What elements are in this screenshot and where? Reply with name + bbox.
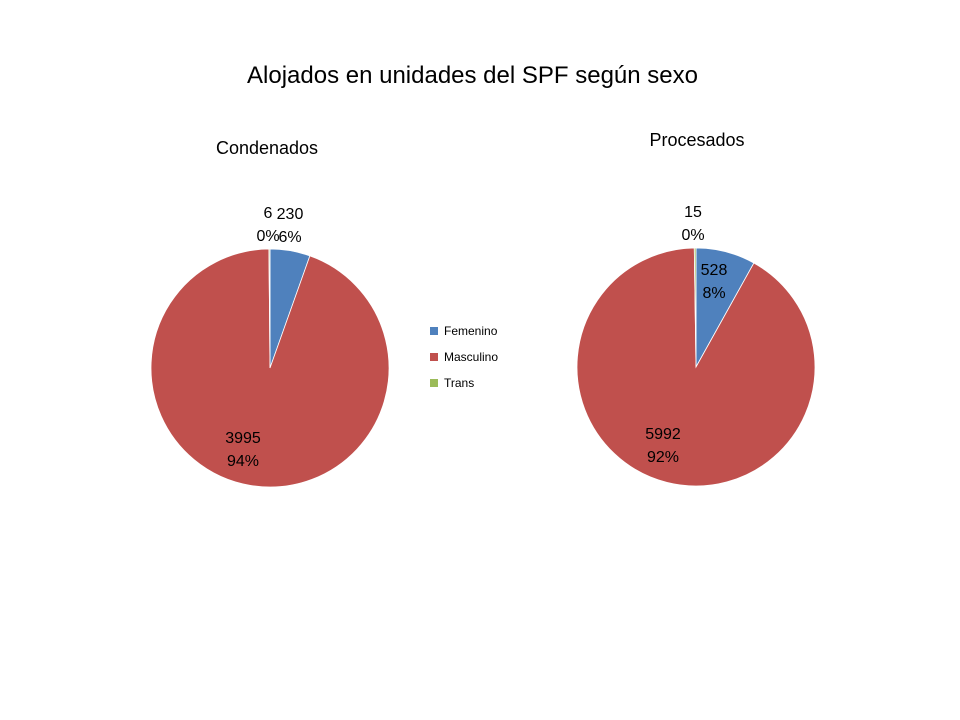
legend: Femenino Masculino Trans <box>430 318 498 396</box>
legend-swatch-masculino <box>430 353 438 361</box>
pie-1-label-percent-masculino: 92% <box>647 449 679 466</box>
pie-1-label-value-femenino: 528 <box>701 262 728 279</box>
pie-0-label-percent-trans: 0% <box>256 228 279 245</box>
legend-swatch-femenino <box>430 327 438 335</box>
pie-1-label-value-trans: 15 <box>684 204 702 221</box>
pie-0-label-value-trans: 6 <box>264 205 273 222</box>
pie-0-label-percent-femenino: 6% <box>278 229 301 246</box>
legend-label-trans: Trans <box>444 376 475 390</box>
pie-0-label-percent-masculino: 94% <box>227 453 259 470</box>
legend-item-trans: Trans <box>430 370 498 396</box>
pie-0-slice-trans <box>268 248 271 369</box>
pie-title-procesados: Procesados <box>649 130 745 150</box>
legend-label-femenino: Femenino <box>444 324 498 338</box>
pie-0-label-value-masculino: 3995 <box>225 430 261 447</box>
pie-title-condenados: Condenados <box>215 138 319 158</box>
pie-0-label-value-femenino: 230 <box>277 206 304 223</box>
chart-title: Alojados en unidades del SPF según sexo <box>247 62 698 89</box>
legend-item-masculino: Masculino <box>430 344 498 370</box>
pie-1-label-percent-trans: 0% <box>681 227 704 244</box>
pie-1-label-percent-femenino: 8% <box>702 285 725 302</box>
legend-swatch-trans <box>430 379 438 387</box>
legend-label-masculino: Masculino <box>444 350 499 364</box>
pie-1-slice-trans <box>693 247 697 368</box>
pie-1-label-value-masculino: 5992 <box>645 426 681 443</box>
legend-item-femenino: Femenino <box>430 318 498 344</box>
